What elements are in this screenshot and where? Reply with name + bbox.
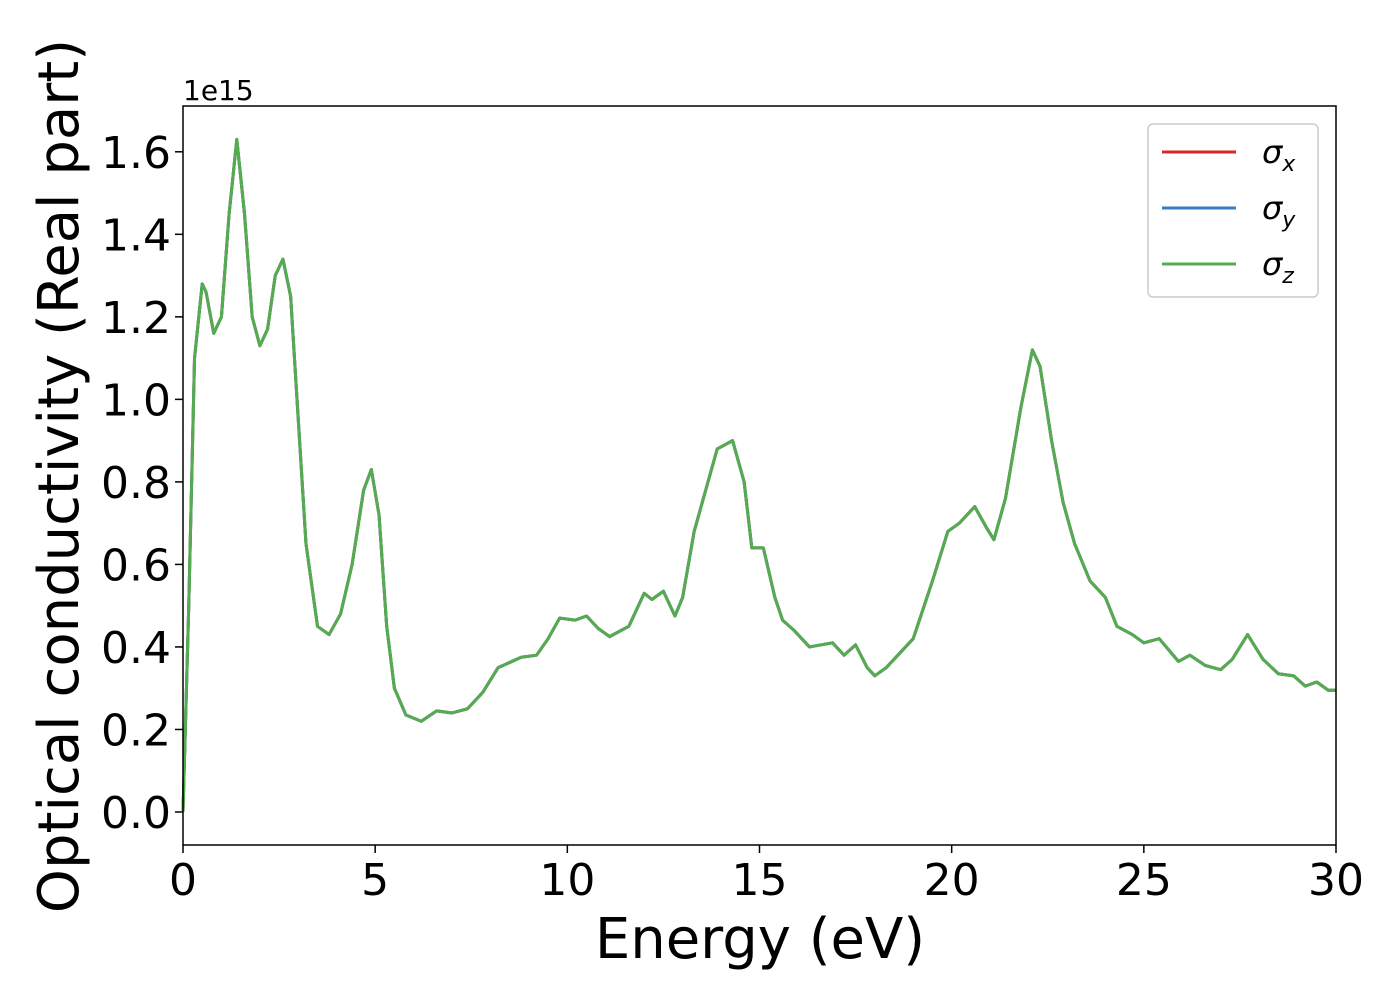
x-tick-label: 15: [732, 855, 788, 906]
y-tick-label: 1.4: [101, 210, 171, 261]
x-tick-label: 30: [1308, 855, 1364, 906]
x-tick-label: 10: [539, 855, 595, 906]
y-tick-label: 0.6: [101, 540, 171, 591]
y-tick-label: 0.0: [101, 788, 171, 839]
plot-frame: [182, 105, 1337, 846]
x-tick-label: 25: [1116, 855, 1172, 906]
y-axis-label: Optical conductivity (Real part): [27, 39, 92, 913]
y-tick-label: 1.6: [101, 128, 171, 179]
y-tick-label: 0.4: [101, 623, 171, 674]
y-tick-label: 1.0: [101, 375, 171, 426]
line: [181, 137, 1336, 813]
x-axis-label: Energy (eV): [595, 907, 925, 972]
y-tick-label: 1.2: [101, 293, 171, 344]
legend-label: σz: [1262, 245, 1294, 289]
legend-box: [1147, 123, 1319, 298]
y-offset-label: 1e15: [183, 74, 254, 107]
legend-label: σx: [1262, 133, 1296, 177]
x-tick-label: 0: [169, 855, 197, 906]
y-tick-label: 0.8: [101, 458, 171, 509]
legend-label: σy: [1262, 189, 1296, 233]
x-tick-label: 5: [361, 855, 389, 906]
y-tick-label: 0.2: [101, 705, 171, 756]
x-tick-label: 20: [924, 855, 980, 906]
legend: σx σy σz: [1147, 123, 1319, 298]
